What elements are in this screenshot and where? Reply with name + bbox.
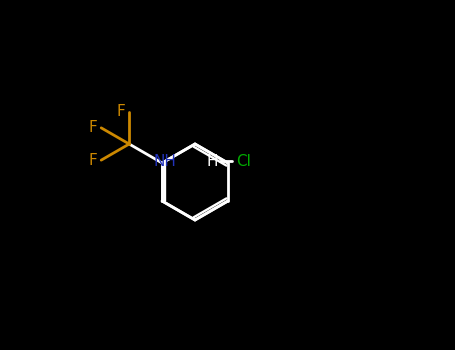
Text: Cl: Cl: [236, 154, 251, 168]
Text: H: H: [206, 154, 218, 168]
Text: F: F: [89, 153, 97, 168]
Text: F: F: [89, 120, 97, 135]
Text: F: F: [117, 104, 126, 119]
Text: NH: NH: [154, 154, 177, 168]
